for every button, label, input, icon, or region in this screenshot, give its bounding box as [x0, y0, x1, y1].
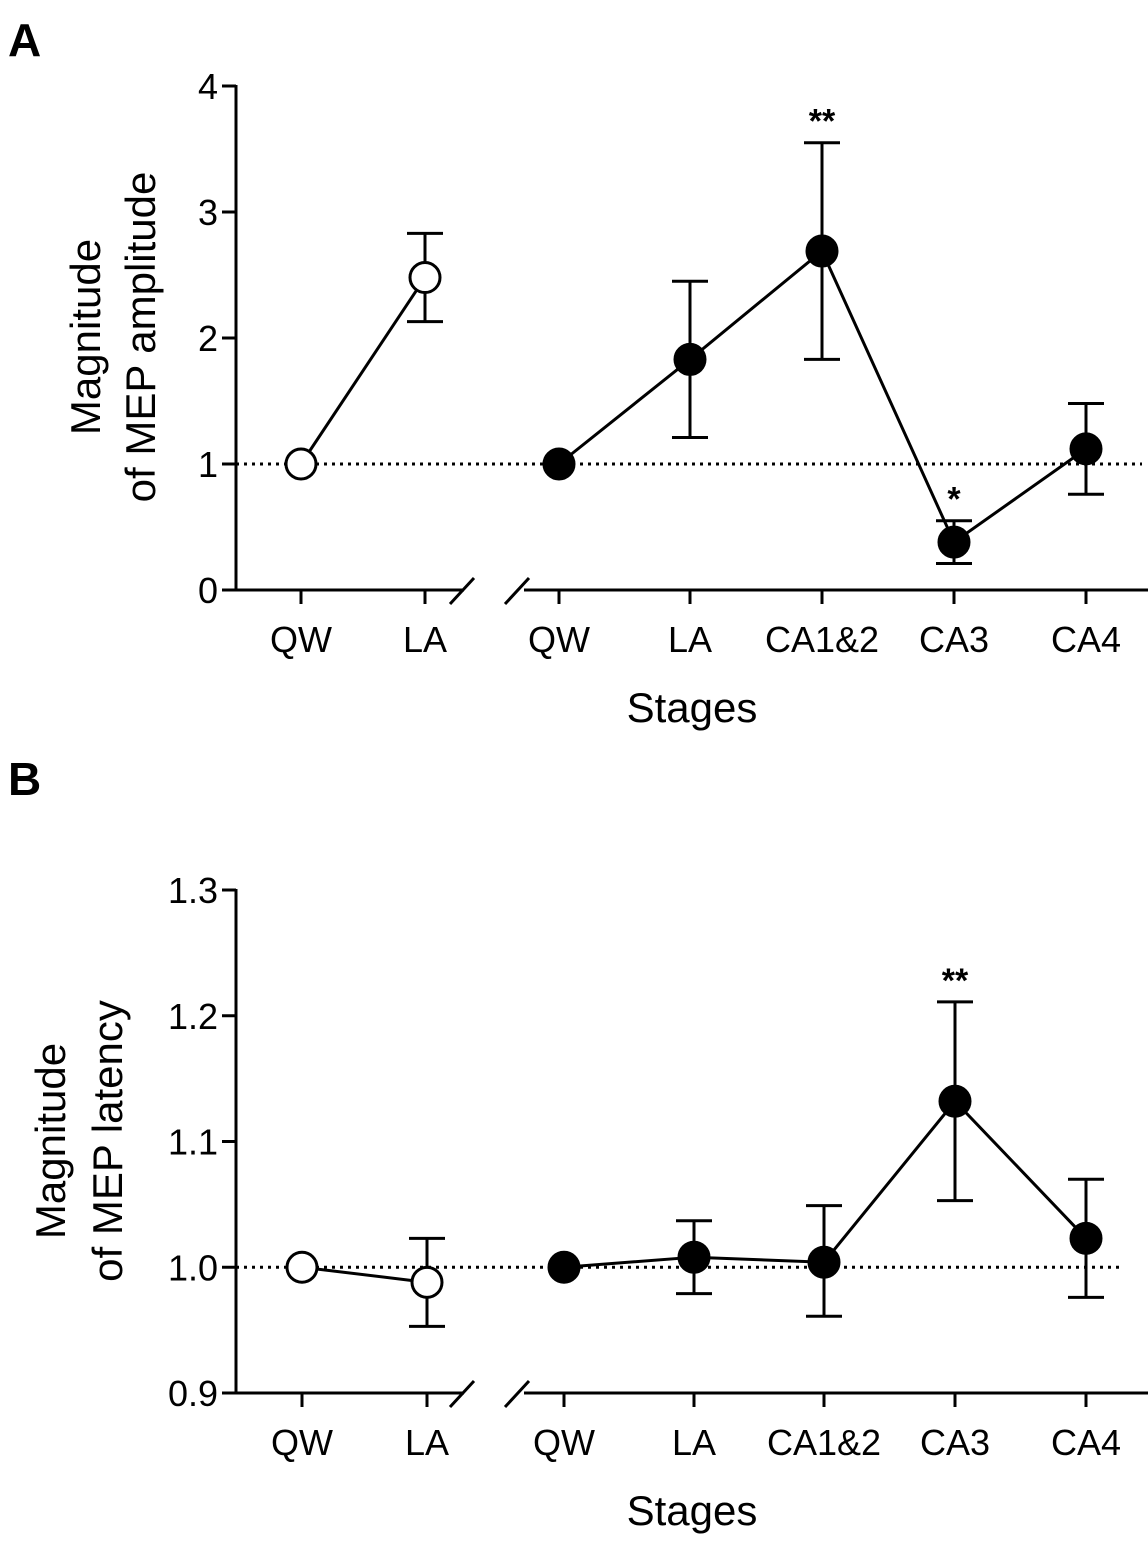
- y-tick-label: 3: [198, 192, 218, 233]
- data-point: [284, 447, 318, 481]
- panel-letter: A: [8, 14, 41, 66]
- axis-break-mark: [448, 576, 476, 606]
- y-tick-label: 2: [198, 318, 218, 359]
- x-tick-label: LA: [672, 1422, 716, 1463]
- series-filled: QW LA CA1&2 CA3 CA4***: [528, 103, 1121, 660]
- data-point: [673, 342, 707, 376]
- x-tick-label: QW: [528, 619, 590, 660]
- data-point: [805, 234, 839, 268]
- data-point: [285, 1250, 319, 1284]
- y-tick-label: 4: [198, 66, 218, 107]
- panel-a: A 0 1 2 3 4 Stages Magnitude of MEP amplitude QW L…: [8, 14, 1148, 731]
- data-point: [542, 447, 576, 481]
- x-tick-label: CA1&2: [765, 619, 879, 660]
- x-axis-title: Stages: [627, 684, 758, 731]
- significance-label: **: [809, 103, 836, 141]
- x-tick-label: LA: [668, 619, 712, 660]
- x-axis-title: Stages: [627, 1487, 758, 1534]
- y-tick-label: 1.1: [168, 1122, 218, 1163]
- axis-break-mark: [503, 1379, 531, 1409]
- data-point: [938, 1084, 972, 1118]
- data-point: [408, 261, 442, 295]
- x-tick-label: CA3: [920, 1422, 990, 1463]
- y-tick-label: 0.9: [168, 1373, 218, 1414]
- data-point: [1069, 432, 1103, 466]
- x-tick-label: LA: [405, 1422, 449, 1463]
- y-axis-title-line1: Magnitude: [27, 1043, 74, 1239]
- x-tick-label: CA4: [1051, 1422, 1121, 1463]
- axis-break-mark: [503, 576, 531, 606]
- data-point: [807, 1245, 841, 1279]
- data-point: [1069, 1221, 1103, 1255]
- x-tick-label: QW: [271, 1422, 333, 1463]
- panel-b: B 0.9 1.0 1.1 1.2 1.3 Stages Magnitude of MEP la…: [8, 753, 1148, 1534]
- series-line: [299, 276, 427, 465]
- panel-letter: B: [8, 753, 41, 805]
- data-point: [677, 1240, 711, 1274]
- axis-break-mark: [448, 1379, 476, 1409]
- x-tick-label: CA3: [919, 619, 989, 660]
- y-axis-title-line2: of MEP amplitude: [117, 172, 164, 503]
- series-open: QW LA: [271, 1236, 449, 1463]
- significance-label: **: [942, 962, 969, 1000]
- x-tick-label: CA4: [1051, 619, 1121, 660]
- y-axis-title-line1: Magnitude: [62, 239, 109, 435]
- data-point: [937, 525, 971, 559]
- y-tick-label: 0: [198, 570, 218, 611]
- y-tick-label: 1.3: [168, 870, 218, 911]
- y-tick-label: 1: [198, 444, 218, 485]
- y-axis-title-line2: of MEP latency: [84, 1000, 131, 1282]
- series-line: [301, 1265, 428, 1284]
- x-tick-label: LA: [403, 619, 447, 660]
- y-tick-label: 1.0: [168, 1247, 218, 1288]
- x-tick-label: QW: [270, 619, 332, 660]
- data-point: [547, 1250, 581, 1284]
- series-open: QW LA: [270, 231, 447, 660]
- y-tick-label: 1.2: [168, 996, 218, 1037]
- x-tick-label: QW: [533, 1422, 595, 1463]
- series-filled: QW LA CA1&2 CA3 CA4 **: [533, 962, 1121, 1463]
- data-point: [410, 1265, 444, 1299]
- significance-label: *: [947, 481, 961, 519]
- x-tick-label: CA1&2: [767, 1422, 881, 1463]
